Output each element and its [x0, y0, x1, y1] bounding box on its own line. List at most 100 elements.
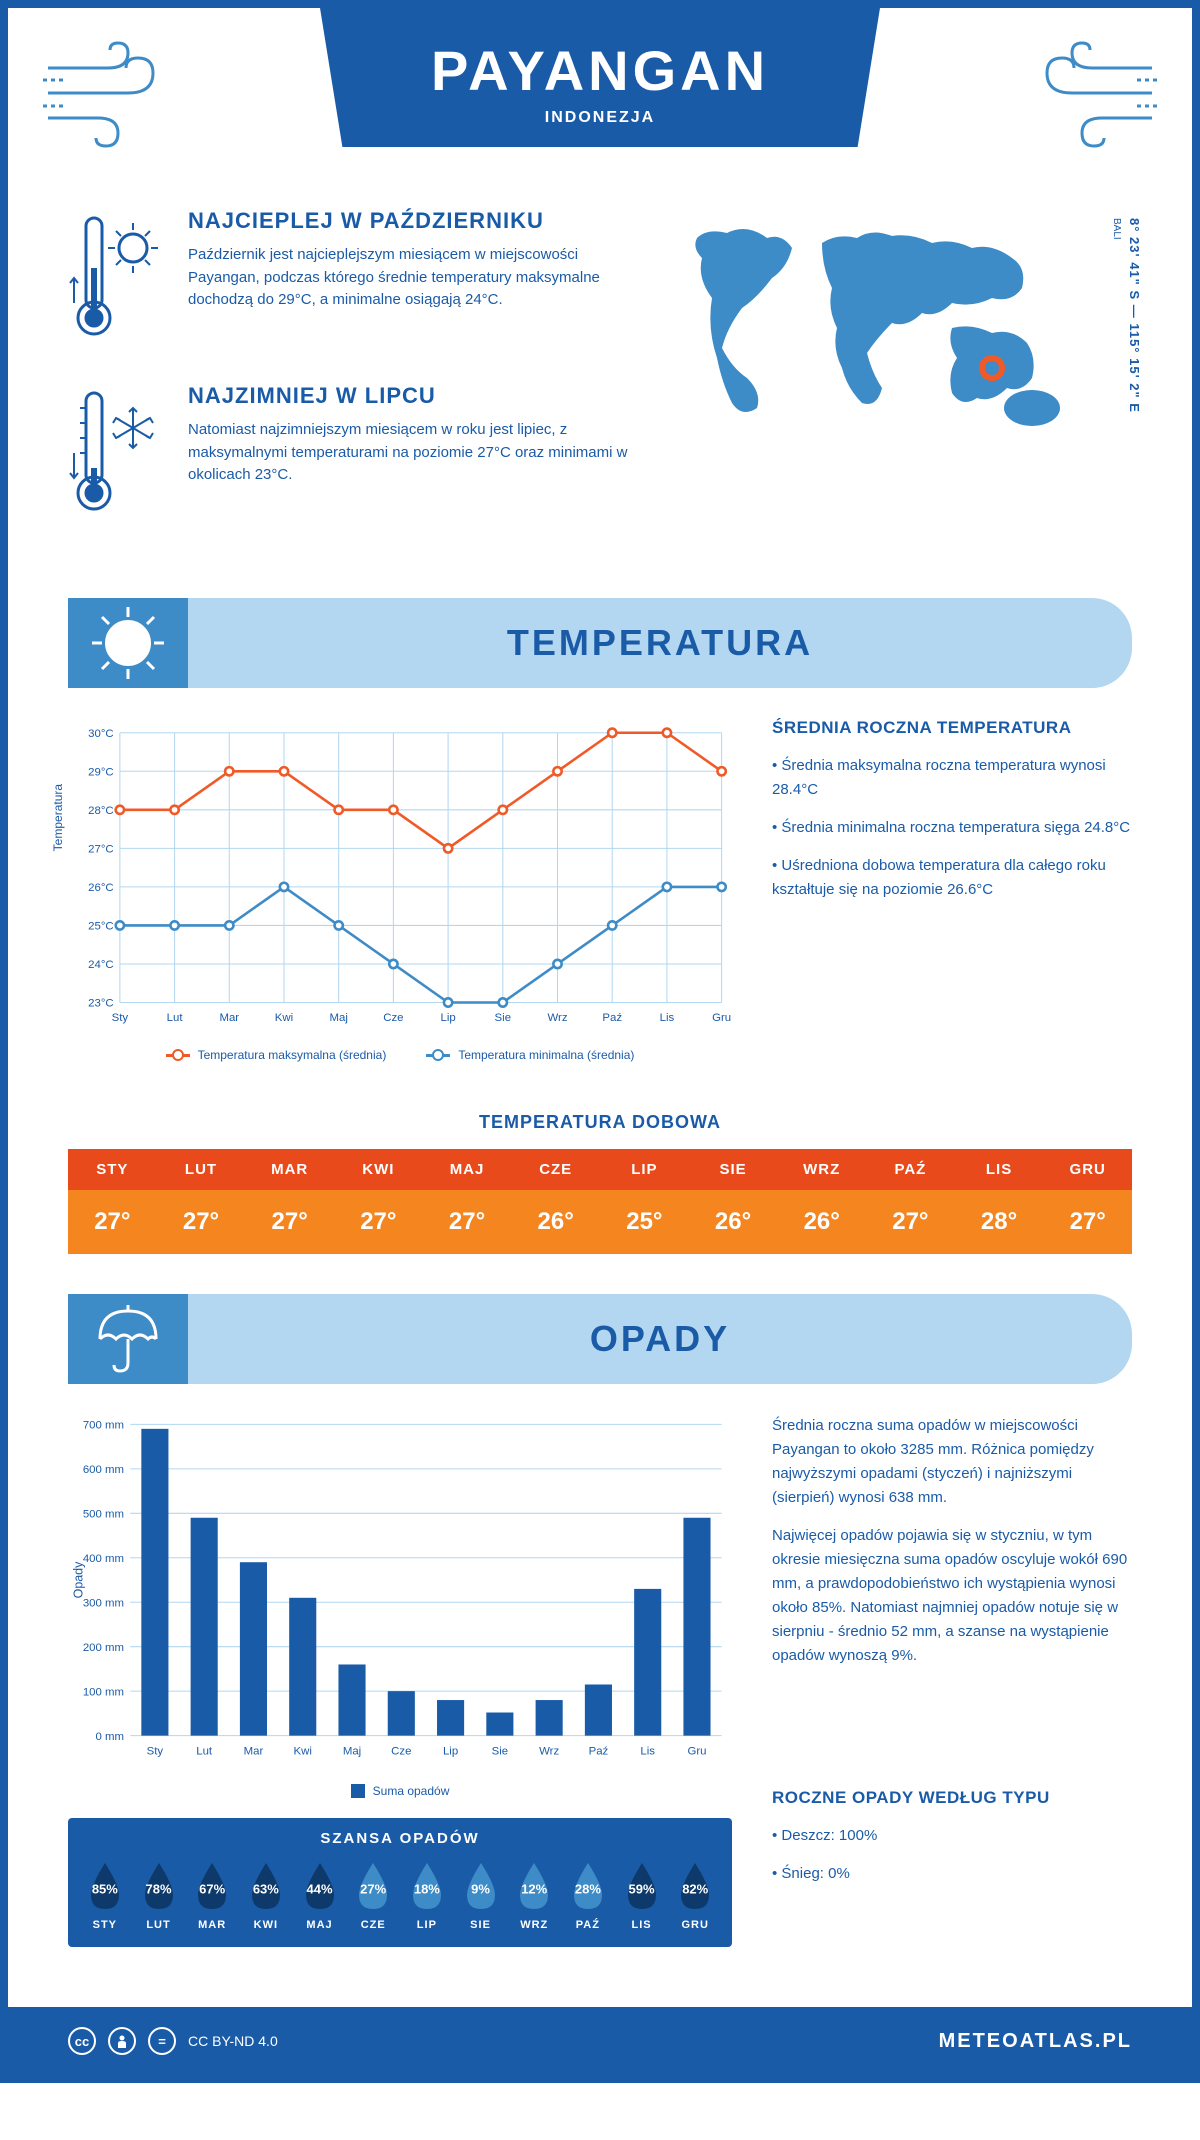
daily-temp-table: STYLUTMARKWIMAJCZELIPSIEWRZPAŹLISGRU 27°… — [68, 1149, 1132, 1254]
rain-chance-cell: 78% LUT — [132, 1859, 186, 1931]
rain-chance-cell: 85% STY — [78, 1859, 132, 1931]
region-label: BALI — [1111, 218, 1122, 240]
page-title: PAYANGAN — [320, 38, 880, 103]
svg-text:Maj: Maj — [343, 1745, 361, 1757]
legend-min-label: Temperatura minimalna (średnia) — [458, 1048, 634, 1062]
svg-text:Paź: Paź — [589, 1745, 609, 1757]
daily-temp-value: 27° — [334, 1190, 423, 1254]
info-column: NAJCIEPLEJ W PAŹDZIERNIKU Październik je… — [68, 208, 632, 558]
rain-chance-value: 78% — [145, 1881, 171, 1896]
temperature-section-header: TEMPERATURA — [68, 598, 1132, 688]
svg-text:Lis: Lis — [660, 1012, 675, 1024]
daily-month-header: GRU — [1043, 1149, 1132, 1190]
license-text: CC BY-ND 4.0 — [188, 2033, 278, 2049]
svg-text:Sie: Sie — [492, 1745, 509, 1757]
daily-header-row: STYLUTMARKWIMAJCZELIPSIEWRZPAŹLISGRU — [68, 1149, 1132, 1190]
rain-chance-month: STY — [78, 1919, 132, 1931]
rain-chance-cell: 44% MAJ — [293, 1859, 347, 1931]
temp-ylabel: Temperatura — [51, 784, 65, 851]
rain-chance-value: 18% — [414, 1881, 440, 1896]
rain-chance-value: 28% — [575, 1881, 601, 1896]
precip-legend: Suma opadów — [68, 1784, 732, 1798]
raindrop-icon: 67% — [190, 1859, 234, 1913]
temp-stats-title: ŚREDNIA ROCZNA TEMPERATURA — [772, 718, 1132, 738]
svg-text:Kwi: Kwi — [275, 1012, 293, 1024]
rain-chance-value: 9% — [471, 1881, 490, 1896]
legend-precip: Suma opadów — [351, 1784, 450, 1798]
page-subtitle: INDONEZJA — [320, 109, 880, 127]
warmest-desc: Październik jest najcieplejszym miesiące… — [188, 244, 632, 312]
precip-type-rain: • Deszcz: 100% — [772, 1824, 1132, 1848]
svg-text:600 mm: 600 mm — [83, 1464, 124, 1476]
map-column: BALI 8° 23' 41" S — 115° 15' 2" E — [672, 208, 1132, 558]
rain-chance-month: MAR — [185, 1919, 239, 1931]
raindrop-icon: 28% — [566, 1859, 610, 1913]
warmest-block: NAJCIEPLEJ W PAŹDZIERNIKU Październik je… — [68, 208, 632, 353]
svg-text:200 mm: 200 mm — [83, 1642, 124, 1654]
coldest-title: NAJZIMNIEJ W LIPCU — [188, 383, 632, 409]
umbrella-icon — [68, 1294, 188, 1384]
daily-month-header: MAR — [245, 1149, 334, 1190]
info-row: NAJCIEPLEJ W PAŹDZIERNIKU Październik je… — [8, 188, 1192, 598]
svg-text:700 mm: 700 mm — [83, 1420, 124, 1432]
temperature-stats: ŚREDNIA ROCZNA TEMPERATURA • Średnia mak… — [772, 718, 1132, 1062]
rain-chance-month: PAŹ — [561, 1919, 615, 1931]
svg-text:100 mm: 100 mm — [83, 1686, 124, 1698]
svg-text:25°C: 25°C — [88, 921, 114, 933]
rain-chance-cell: 82% GRU — [668, 1859, 722, 1931]
svg-text:Wrz: Wrz — [547, 1012, 567, 1024]
footer-site: METEOATLAS.PL — [939, 2030, 1132, 2053]
svg-text:Gru: Gru — [712, 1012, 731, 1024]
raindrop-icon: 44% — [298, 1859, 342, 1913]
raindrop-icon: 12% — [512, 1859, 556, 1913]
header: PAYANGAN INDONEZJA — [8, 8, 1192, 188]
precipitation-chart-area: 0 mm100 mm200 mm300 mm400 mm500 mm600 mm… — [68, 1414, 732, 1947]
raindrop-icon: 27% — [351, 1859, 395, 1913]
rain-chance-month: CZE — [346, 1919, 400, 1931]
rain-chance-value: 59% — [629, 1881, 655, 1896]
daily-temp-value: 26° — [511, 1190, 600, 1254]
precipitation-chart-row: 0 mm100 mm200 mm300 mm400 mm500 mm600 mm… — [8, 1384, 1192, 1977]
svg-text:Mar: Mar — [244, 1745, 264, 1757]
daily-temp-value: 27° — [866, 1190, 955, 1254]
rain-chance-month: LIS — [615, 1919, 669, 1931]
svg-text:Wrz: Wrz — [539, 1745, 559, 1757]
daily-temp-value: 27° — [68, 1190, 157, 1254]
svg-text:Lis: Lis — [640, 1745, 655, 1757]
nd-icon: = — [148, 2027, 176, 2055]
daily-month-header: STY — [68, 1149, 157, 1190]
rain-chance-cell: 18% LIP — [400, 1859, 454, 1931]
daily-temp-value: 27° — [245, 1190, 334, 1254]
svg-text:23°C: 23°C — [88, 998, 114, 1010]
rain-chance-value: 67% — [199, 1881, 225, 1896]
daily-temp-value: 27° — [423, 1190, 512, 1254]
svg-text:Gru: Gru — [687, 1745, 706, 1757]
footer: cc = CC BY-ND 4.0 METEOATLAS.PL — [8, 2007, 1192, 2075]
rain-chance-cell: 27% CZE — [346, 1859, 400, 1931]
daily-values-row: 27°27°27°27°27°26°25°26°26°27°28°27° — [68, 1190, 1132, 1254]
svg-text:30°C: 30°C — [88, 728, 114, 740]
temp-stat-2: • Średnia minimalna roczna temperatura s… — [772, 816, 1132, 840]
svg-text:24°C: 24°C — [88, 959, 114, 971]
rain-chance-month: WRZ — [507, 1919, 561, 1931]
daily-temp-value: 28° — [955, 1190, 1044, 1254]
rain-chance-cell: 28% PAŹ — [561, 1859, 615, 1931]
precipitation-chart: 0 mm100 mm200 mm300 mm400 mm500 mm600 mm… — [68, 1414, 732, 1774]
coldest-text: NAJZIMNIEJ W LIPCU Natomiast najzimniejs… — [188, 383, 632, 528]
wind-icon — [1022, 38, 1162, 158]
rain-chance-month: KWI — [239, 1919, 293, 1931]
daily-month-header: KWI — [334, 1149, 423, 1190]
temp-stat-3: • Uśredniona dobowa temperatura dla całe… — [772, 854, 1132, 902]
rain-chance-month: MAJ — [293, 1919, 347, 1931]
coldest-desc: Natomiast najzimniejszym miesiącem w rok… — [188, 419, 632, 487]
daily-temp-value: 27° — [1043, 1190, 1132, 1254]
cc-icon: cc — [68, 2027, 96, 2055]
thermometer-hot-icon — [68, 208, 168, 353]
svg-text:26°C: 26°C — [88, 882, 114, 894]
legend-precip-label: Suma opadów — [373, 1784, 450, 1798]
rain-chance-cell: 9% SIE — [454, 1859, 508, 1931]
daily-month-header: LIP — [600, 1149, 689, 1190]
svg-text:28°C: 28°C — [88, 805, 114, 817]
svg-text:Cze: Cze — [383, 1012, 403, 1024]
svg-text:0 mm: 0 mm — [96, 1731, 125, 1743]
